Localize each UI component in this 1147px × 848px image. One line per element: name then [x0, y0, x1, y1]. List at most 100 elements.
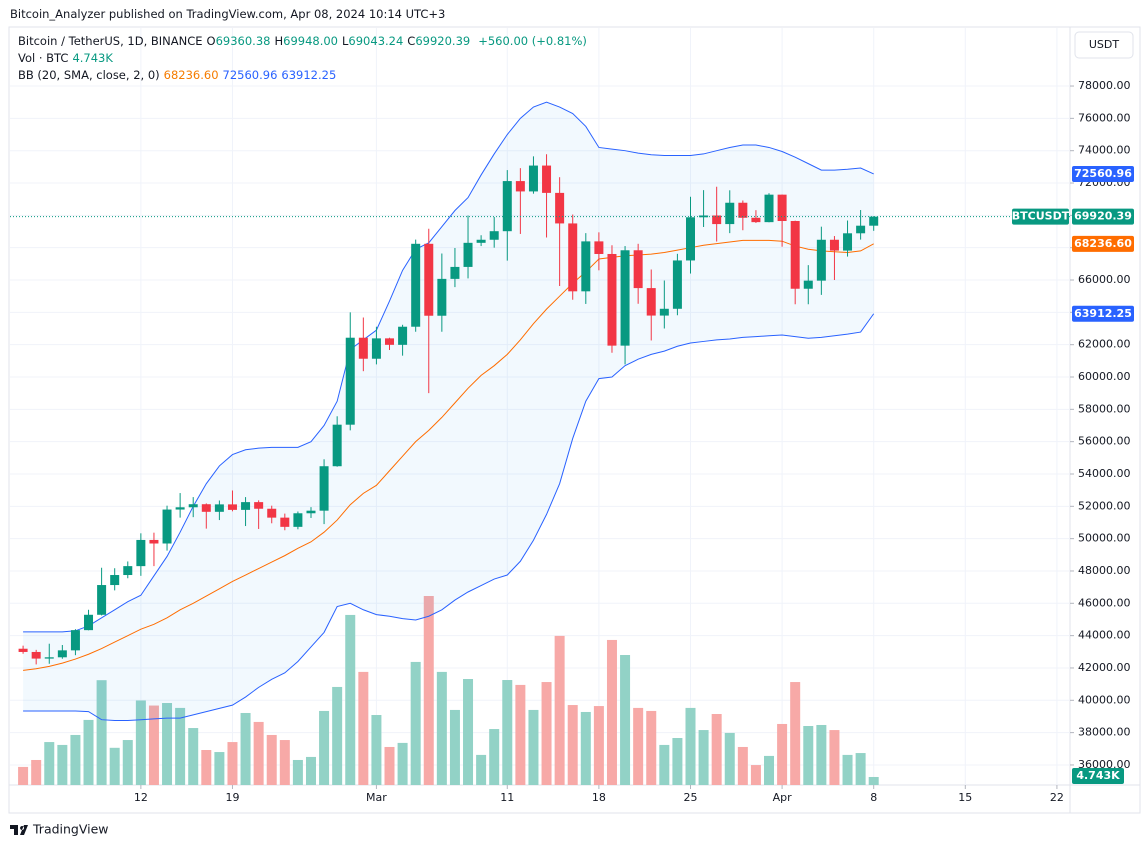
candle-body	[659, 308, 669, 316]
bb-lower-last: 63912.25	[281, 68, 337, 82]
bb-upper-tag-bg	[1072, 165, 1134, 182]
candle-body	[515, 181, 525, 192]
y-tick-label: 52000.00	[1078, 499, 1131, 512]
volume-bar	[777, 723, 788, 785]
volume-bar	[44, 742, 55, 785]
x-tick-label: 15	[958, 791, 972, 804]
volume-bar	[201, 750, 212, 785]
candle-body	[97, 585, 107, 615]
ohlc-key: L	[342, 34, 349, 48]
currency-button[interactable]	[1074, 31, 1134, 59]
volume-bar	[436, 671, 447, 785]
candle-body	[70, 630, 80, 651]
tradingview-logo	[10, 825, 28, 835]
candle-body	[57, 650, 67, 658]
y-tick-label: 40000.00	[1078, 693, 1131, 706]
candle-body	[31, 651, 41, 659]
candle-body	[358, 337, 368, 359]
volume-bar	[541, 682, 552, 785]
candle-body	[345, 337, 355, 425]
y-tick-label: 48000.00	[1078, 564, 1131, 577]
candle-body	[136, 539, 146, 567]
y-tick-label: 78000.00	[1078, 79, 1131, 92]
candle-body	[18, 648, 28, 652]
candle-body	[633, 250, 643, 289]
volume-bar	[122, 740, 133, 785]
candle-body	[725, 202, 735, 225]
y-tick-label: 62000.00	[1078, 338, 1131, 351]
candle-body	[476, 239, 486, 243]
y-tick-label: 76000.00	[1078, 111, 1131, 124]
candle-body	[306, 510, 316, 514]
candle-body	[829, 239, 839, 251]
y-tick-label: 50000.00	[1078, 532, 1131, 545]
x-tick-label: 22	[1050, 791, 1064, 804]
y-tick-label: 66000.00	[1078, 273, 1131, 286]
currency-label[interactable]: USDT	[1089, 38, 1120, 51]
x-tick-label: Mar	[366, 791, 387, 804]
volume-bar	[109, 747, 120, 785]
volume-bar	[764, 755, 775, 785]
volume-bar	[633, 707, 644, 785]
volume-bar	[698, 730, 709, 785]
volume-bar	[672, 738, 683, 785]
candle-body	[672, 260, 682, 309]
x-tick-label: Apr	[773, 791, 793, 804]
x-tick-label: 8	[870, 791, 877, 804]
symbol-tag-bg	[1012, 208, 1069, 225]
change: +560.00 (+0.81%)	[478, 34, 587, 48]
candle-body	[44, 657, 54, 659]
ohlc-value: 69360.38	[215, 34, 271, 48]
candle-body	[777, 194, 787, 222]
volume-bar	[593, 706, 604, 785]
volume-bar	[711, 713, 722, 785]
volume-bar	[750, 765, 761, 785]
volume-bar	[724, 732, 735, 785]
candle-body	[437, 278, 447, 316]
candle-body	[528, 165, 538, 192]
volume-bar	[855, 753, 866, 785]
volume-bar	[502, 680, 513, 785]
candle-body	[803, 280, 813, 289]
volume-bar	[332, 686, 343, 785]
candle-body	[594, 241, 604, 254]
candle-body	[149, 539, 159, 544]
volume-bar	[410, 661, 421, 785]
bb-fill	[23, 102, 874, 721]
bb-basis-tag: 68236.60	[1074, 237, 1132, 250]
brand: TradingView	[32, 822, 109, 837]
x-tick-label: 18	[592, 791, 606, 804]
candle-body	[385, 338, 395, 345]
candle-body	[84, 614, 94, 631]
volume-bar	[463, 679, 474, 785]
candle-body	[607, 253, 617, 346]
candle-body	[411, 243, 421, 327]
volume-bar	[214, 752, 225, 785]
y-tick-label: 46000.00	[1078, 596, 1131, 609]
candle-body	[738, 202, 748, 218]
candle-body	[332, 424, 342, 467]
candle-body	[620, 250, 630, 346]
symbol: Bitcoin / TetherUS, 1D, BINANCE	[18, 34, 203, 48]
volume-bar	[528, 709, 539, 785]
candle-body	[751, 217, 761, 223]
y-tick-label: 74000.00	[1078, 144, 1131, 157]
bb-upper	[23, 101, 874, 633]
candle-body	[175, 507, 185, 510]
volume-bar	[790, 682, 801, 785]
candle-body	[201, 504, 211, 512]
volume-bar	[816, 724, 827, 785]
y-tick-label: 54000.00	[1078, 467, 1131, 480]
volume-bar	[449, 709, 460, 785]
volume-bar	[31, 759, 42, 785]
bb-basis-tag-bg	[1072, 235, 1134, 252]
volume-bar	[580, 711, 591, 785]
volume-bar	[279, 740, 290, 785]
bb-name: BB (20, SMA, close, 2, 0)	[18, 68, 160, 82]
volume-bar	[266, 734, 277, 785]
y-tick-label: 38000.00	[1078, 726, 1131, 739]
symbol-tag: BTCUSDT	[1012, 210, 1070, 223]
volume-bar	[96, 680, 107, 785]
